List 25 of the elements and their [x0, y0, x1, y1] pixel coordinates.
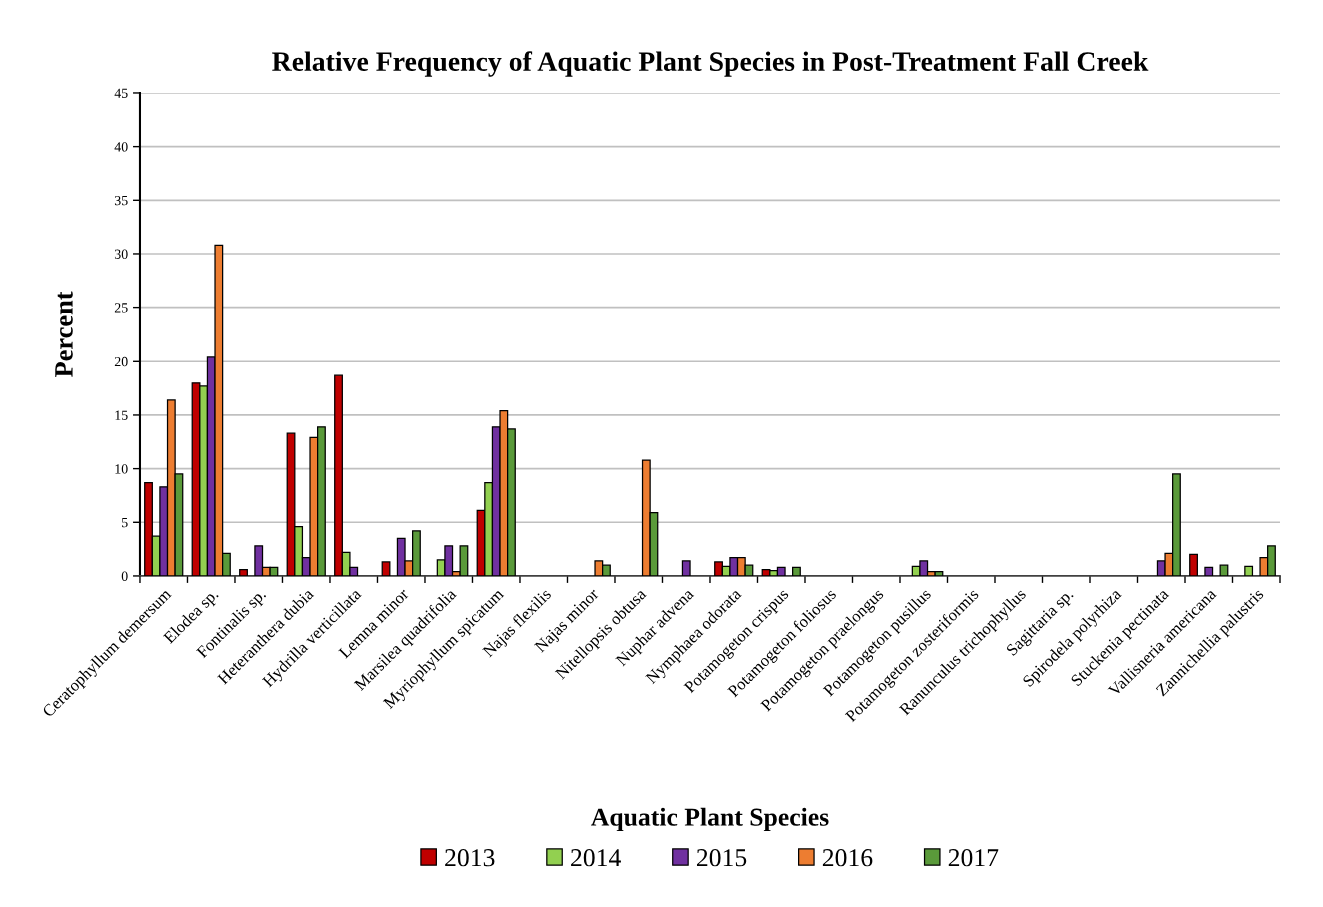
- y-tick-label: 40: [114, 142, 128, 152]
- y-tick-label: 10: [115, 464, 128, 474]
- y-tick-label: 25: [114, 303, 128, 313]
- y-tick-label: 20: [114, 356, 128, 367]
- bar: [1204, 566, 1214, 576]
- legend-label: 2013: [445, 849, 495, 867]
- bar: [1189, 553, 1198, 576]
- y-axis-title: Percent: [55, 291, 73, 377]
- bar: [381, 561, 391, 576]
- y-tick-label: 0: [121, 571, 128, 581]
- y-tick-label: 45: [114, 88, 128, 98]
- y-tick-label: 5: [122, 518, 128, 528]
- bar: [792, 566, 801, 576]
- y-tick-label: 35: [114, 195, 128, 206]
- bar: [681, 560, 691, 576]
- legend-label: 2017: [948, 849, 999, 867]
- legend-label: 2015: [696, 849, 747, 867]
- y-tick-label: 15: [115, 410, 128, 420]
- bar: [239, 568, 248, 576]
- legend-label: 2016: [822, 849, 873, 867]
- chart-title: Relative Frequency of Aquatic Plant Species in Post-Treatment Fall Creek: [272, 51, 1149, 77]
- bar: [1244, 565, 1254, 576]
- y-tick-label: 30: [114, 249, 128, 259]
- legend-label: 2014: [571, 849, 621, 867]
- x-axis-title: Aquatic Plant Species: [591, 807, 829, 832]
